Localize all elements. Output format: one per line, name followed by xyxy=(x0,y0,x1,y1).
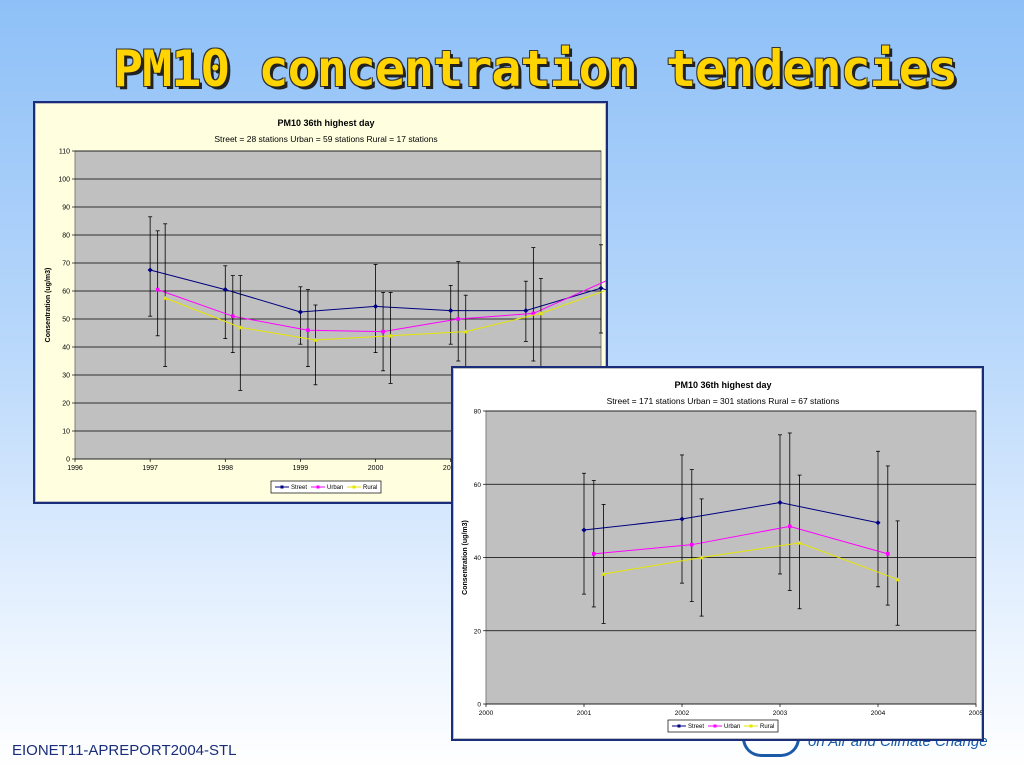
series-line-rural xyxy=(164,289,606,341)
data-point-rural xyxy=(699,555,704,560)
data-point-rural xyxy=(538,311,544,316)
data-point-street xyxy=(448,308,454,314)
x-tick-label: 2001 xyxy=(443,465,459,472)
legend-marker-rural xyxy=(749,724,753,728)
data-point-street xyxy=(679,516,685,522)
footer-report-id: EIONET11-APREPORT2004-STL xyxy=(12,742,237,759)
y-tick-label: 50 xyxy=(62,317,70,324)
x-tick-label: 2004 xyxy=(871,710,886,717)
x-tick-label: 1998 xyxy=(217,465,233,472)
chart-subtitle: Street = 28 stations Urban = 59 stations… xyxy=(214,134,437,144)
data-point-rural xyxy=(601,571,606,576)
data-point-urban xyxy=(690,542,694,547)
data-point-urban xyxy=(592,552,596,556)
legend-label-rural: Rural xyxy=(760,724,774,730)
data-point-urban xyxy=(231,314,235,318)
data-point-street xyxy=(581,527,587,533)
y-tick-label: 0 xyxy=(477,702,481,709)
y-tick-label: 110 xyxy=(59,149,70,156)
series-group xyxy=(581,432,900,626)
legend-label-street: Street xyxy=(688,724,704,730)
data-point-urban xyxy=(531,311,536,316)
data-point-rural xyxy=(463,329,468,334)
chart-1998-2004: 0 10 20 30 40 50 60 70 80 90 100 110 1996 1997 1998 199… xyxy=(33,101,608,504)
legend-marker-street xyxy=(280,485,284,489)
data-point-urban xyxy=(306,328,310,332)
data-point-urban xyxy=(456,317,461,321)
x-tick-label: 1997 xyxy=(142,465,158,472)
y-tick-label: 40 xyxy=(474,555,482,562)
data-point-urban xyxy=(155,287,160,292)
series-line-urban xyxy=(157,280,606,333)
y-axis-label: Consentration (ug/m3) xyxy=(45,268,52,343)
series-line-urban xyxy=(593,525,888,555)
legend-box xyxy=(667,719,779,733)
y-tick-label: 90 xyxy=(62,205,70,212)
slide-title: PM10 concentration tendencies xyxy=(113,40,958,98)
y-tick-label: 80 xyxy=(62,233,70,240)
series-line-rural xyxy=(603,542,898,580)
x-tick-label: 2001 xyxy=(577,710,592,717)
series-line-street xyxy=(583,502,879,531)
chart-subtitle: Street = 171 stations Urban = 301 statio… xyxy=(607,396,840,406)
x-tick-label: 2000 xyxy=(368,465,384,472)
chart-title: PM10 36th highest day xyxy=(277,118,374,128)
y-tick-label: 100 xyxy=(58,177,70,184)
legend-label-urban: Urban xyxy=(724,724,740,730)
y-tick-label: 20 xyxy=(62,401,70,408)
data-point-rural xyxy=(797,540,802,545)
data-point-street xyxy=(222,287,228,293)
data-point-rural xyxy=(313,337,318,342)
y-tick-label: 80 xyxy=(474,409,482,416)
legend-marker-street xyxy=(677,724,681,728)
chart-2000-2005: 0 20 40 60 80 2000 2001 2002 2003 2004 2005 PM10 36… xyxy=(451,366,984,741)
legend-label-rural: Rural xyxy=(363,485,377,491)
x-tick-label: 1999 xyxy=(293,465,309,472)
data-point-rural xyxy=(895,577,900,582)
y-tick-label: 0 xyxy=(66,457,70,464)
data-point-urban xyxy=(788,524,792,529)
chart-title: PM10 36th highest day xyxy=(674,380,771,390)
series-line-street xyxy=(150,269,606,313)
y-tick-label: 10 xyxy=(62,429,70,436)
data-point-rural xyxy=(162,295,168,300)
x-tick-label: 2005 xyxy=(969,710,982,717)
data-point-street xyxy=(523,308,529,314)
data-point-urban xyxy=(886,552,890,556)
legend-label-urban: Urban xyxy=(327,485,343,491)
y-tick-label: 60 xyxy=(474,482,482,489)
y-axis-label: Consentration (ug/m3) xyxy=(462,520,469,595)
legend-marker-urban xyxy=(316,485,320,489)
y-tick-label: 30 xyxy=(62,373,70,380)
legend-label-street: Street xyxy=(291,485,307,491)
y-tick-label: 70 xyxy=(62,261,70,268)
legend-marker-urban xyxy=(713,724,717,728)
x-tick-label: 1996 xyxy=(67,465,83,472)
x-tick-label: 2002 xyxy=(675,710,690,717)
data-point-urban xyxy=(381,329,385,334)
x-tick-label: 2003 xyxy=(773,710,788,717)
y-tick-label: 20 xyxy=(474,628,482,635)
x-tick-label: 2000 xyxy=(479,710,494,717)
legend-box xyxy=(270,480,382,494)
legend-marker-rural xyxy=(352,485,356,489)
y-tick-label: 40 xyxy=(62,345,70,352)
data-point-rural xyxy=(238,325,243,330)
y-tick-label: 60 xyxy=(62,289,70,296)
chart-svg-1: 0 10 20 30 40 50 60 70 80 90 100 110 1996 1997 1998 199… xyxy=(45,118,606,494)
data-point-rural xyxy=(388,333,393,338)
chart-svg-2: 0 20 40 60 80 2000 2001 2002 2003 2004 2005 PM10 36… xyxy=(462,380,982,733)
